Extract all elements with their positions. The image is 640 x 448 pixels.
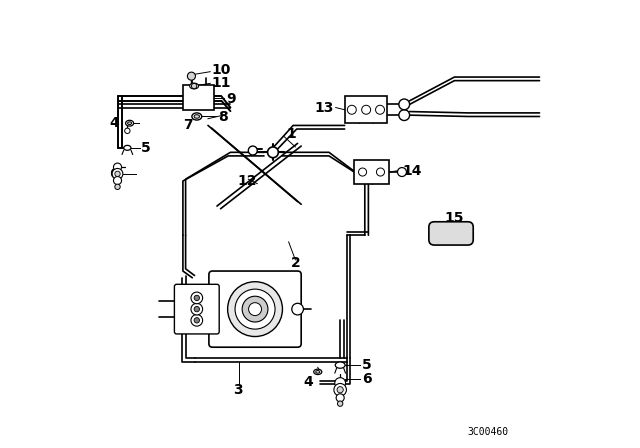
Circle shape [113,163,122,171]
Ellipse shape [189,83,198,89]
Text: 4: 4 [109,116,119,130]
Text: 12: 12 [237,174,257,189]
Ellipse shape [124,145,131,151]
Circle shape [194,295,200,301]
Text: 13: 13 [315,100,334,115]
Text: 6: 6 [109,167,119,181]
FancyBboxPatch shape [209,271,301,347]
Circle shape [268,147,278,158]
Text: 2: 2 [291,256,301,271]
Circle shape [248,146,257,155]
Circle shape [337,401,343,406]
Text: 1: 1 [287,127,296,142]
Ellipse shape [194,115,200,118]
Circle shape [113,177,122,185]
Ellipse shape [192,113,202,120]
Circle shape [348,105,356,114]
Circle shape [194,306,200,312]
Text: 6: 6 [362,371,371,386]
Circle shape [228,282,282,336]
Text: 4: 4 [303,375,313,389]
Ellipse shape [125,121,134,126]
Circle shape [115,171,120,177]
Ellipse shape [335,362,345,368]
Circle shape [115,184,120,190]
Text: 5: 5 [141,141,150,155]
Circle shape [376,168,385,176]
FancyBboxPatch shape [174,284,219,334]
Bar [345,96,387,123]
Bar [184,85,214,110]
Circle shape [376,105,385,114]
Circle shape [112,168,123,179]
Circle shape [194,318,200,323]
Text: 11: 11 [212,76,231,90]
Text: 10: 10 [212,63,231,78]
Circle shape [188,72,195,80]
Text: 9: 9 [226,91,236,106]
Circle shape [337,387,343,393]
Circle shape [335,378,346,388]
Circle shape [399,99,410,110]
Circle shape [191,314,203,326]
Circle shape [399,110,410,121]
Bar [353,160,389,184]
Circle shape [358,168,367,176]
Text: 8: 8 [218,110,228,125]
Circle shape [242,296,268,322]
Circle shape [336,394,344,402]
Circle shape [334,383,346,396]
Text: 15: 15 [445,211,464,225]
Text: 7: 7 [184,118,193,133]
Ellipse shape [127,122,132,125]
FancyBboxPatch shape [429,222,473,245]
Circle shape [397,168,406,177]
Text: 5: 5 [362,358,371,372]
Circle shape [191,83,197,89]
Circle shape [235,289,275,329]
Circle shape [191,303,203,315]
Ellipse shape [316,370,320,373]
Text: 14: 14 [402,164,422,178]
Ellipse shape [314,369,322,375]
Circle shape [292,303,303,315]
Circle shape [248,303,262,315]
Circle shape [362,105,371,114]
Text: 3: 3 [233,383,243,397]
Circle shape [191,292,203,304]
Circle shape [125,128,130,134]
Text: 3C00460: 3C00460 [467,427,508,437]
